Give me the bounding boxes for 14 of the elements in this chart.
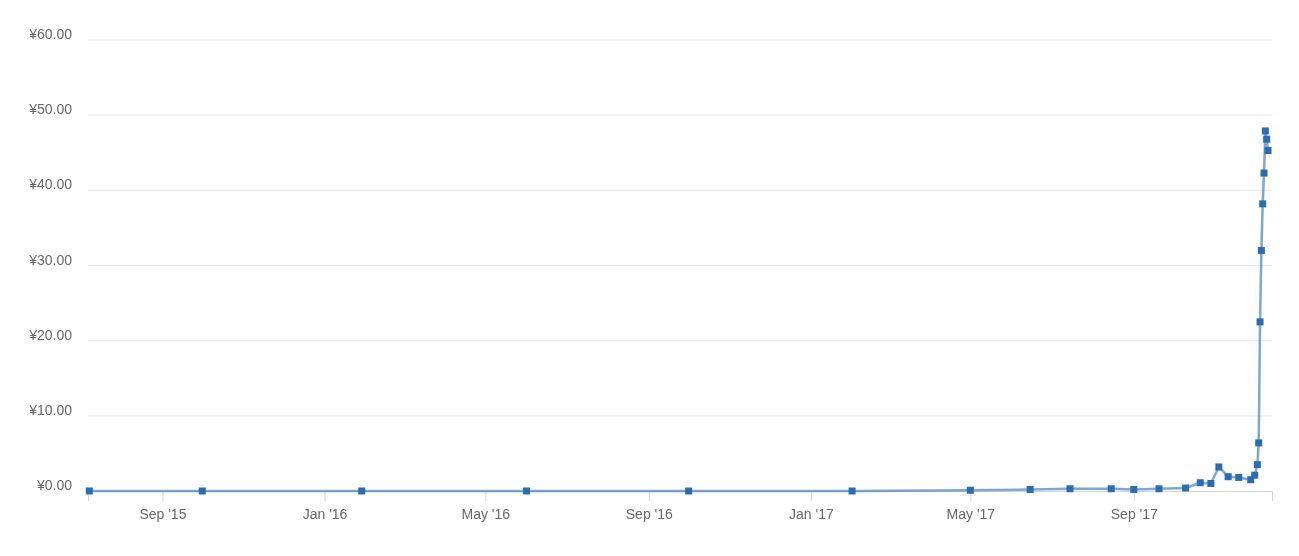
x-tick-label: May '17 bbox=[946, 505, 996, 522]
x-tick-label: Jan '17 bbox=[789, 505, 834, 522]
x-tick-label: Sep '15 bbox=[139, 505, 187, 522]
y-tick-label: ¥20.00 bbox=[28, 326, 73, 343]
y-tick-label: ¥40.00 bbox=[28, 176, 73, 193]
y-tick-label: ¥30.00 bbox=[28, 251, 73, 268]
x-tick-label: Jan '16 bbox=[302, 505, 348, 522]
x-tick-label: May '16 bbox=[461, 505, 511, 522]
y-tick-label: ¥10.00 bbox=[28, 401, 73, 418]
x-tick-label: Sep '17 bbox=[1110, 505, 1159, 522]
y-tick-label: ¥0.00 bbox=[35, 477, 73, 494]
x-tick-label: Sep '16 bbox=[625, 505, 674, 522]
y-tick-label: ¥60.00 bbox=[28, 26, 73, 43]
y-tick-label: ¥50.00 bbox=[28, 101, 73, 118]
